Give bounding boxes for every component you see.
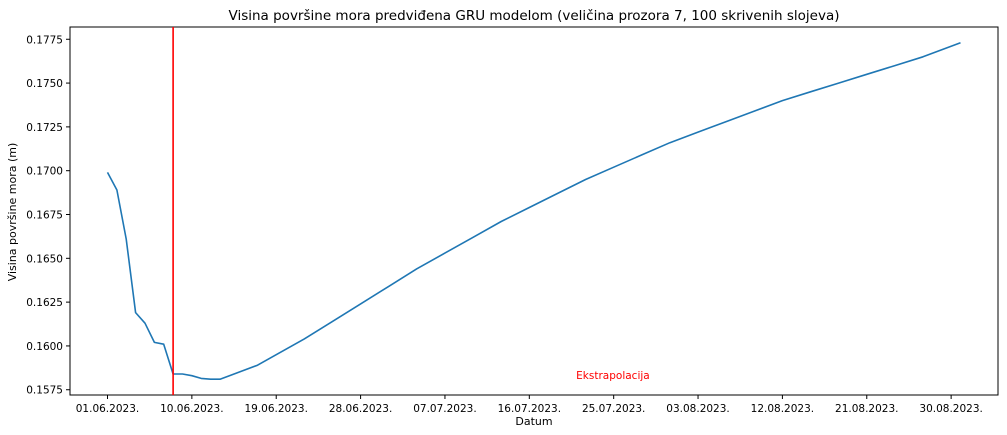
x-tick-label: 21.08.2023. — [835, 403, 898, 415]
plot-area: 0.1575 0.1600 0.1625 0.1650 0.1675 0.1700 0.17… — [26, 26, 999, 415]
x-tick-label: 07.07.2023. — [413, 403, 476, 415]
y-tick-label: 0.1625 — [26, 297, 63, 309]
x-tick-label: 03.08.2023. — [666, 403, 729, 415]
x-tick-label: 01.06.2023. — [76, 403, 139, 415]
extrapolation-annotation: Ekstrapolacija — [576, 370, 650, 382]
y-tick-label: 0.1750 — [26, 78, 63, 90]
y-tick-label: 0.1600 — [26, 341, 63, 353]
y-tick-label: 0.1650 — [26, 253, 63, 265]
series-line — [106, 42, 961, 381]
x-tick-label: 10.06.2023. — [160, 403, 223, 415]
y-tick-label: 0.1675 — [26, 210, 63, 222]
y-axis-label: Visina površine mora (m) — [6, 143, 19, 282]
chart-title: Visina površine mora predviđena GRU mode… — [229, 8, 840, 24]
x-axis-label: Datum — [515, 415, 552, 428]
y-tick-label: 0.1575 — [26, 385, 63, 397]
x-tick-label: 30.08.2023. — [919, 403, 982, 415]
y-tick-label: 0.1725 — [26, 122, 63, 134]
y-tick-label: 0.1775 — [26, 34, 63, 46]
x-tick-label: 25.07.2023. — [582, 403, 645, 415]
x-tick-label: 12.08.2023. — [751, 403, 814, 415]
x-tick-label: 19.06.2023. — [244, 403, 307, 415]
x-tick-label: 16.07.2023. — [498, 403, 561, 415]
y-tick-label: 0.1700 — [26, 166, 63, 178]
x-tick-label: 28.06.2023. — [329, 403, 392, 415]
plot-frame — [69, 26, 999, 396]
